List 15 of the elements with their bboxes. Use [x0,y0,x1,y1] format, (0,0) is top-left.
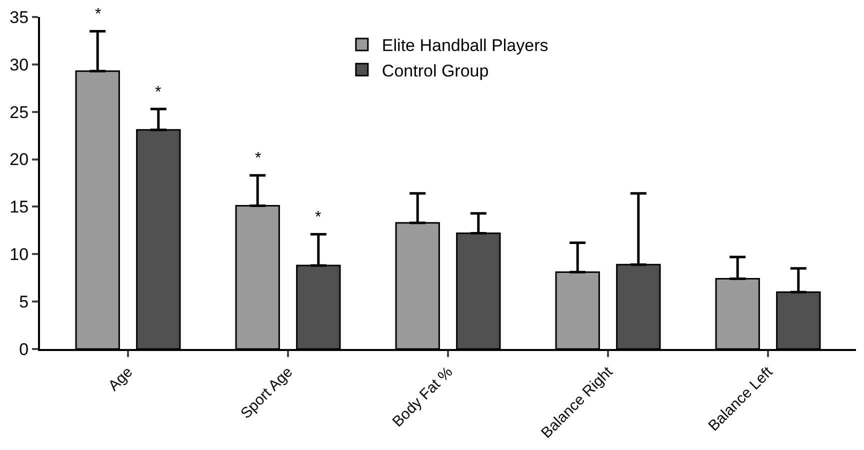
y-tick-label: 0 [19,340,29,359]
y-tick-label: 25 [10,102,29,122]
data-label: * [255,150,262,167]
y-tick-label: 15 [10,198,29,217]
data-label: * [95,6,102,23]
legend-label: Elite Handball Players [382,36,548,56]
legend-label: Control Group [382,61,489,80]
data-label: * [155,84,162,101]
x-tick-label: Age [105,364,136,395]
y-tick-label: 5 [19,292,29,312]
data-label: * [315,209,322,226]
y-tick-label: 20 [10,150,29,170]
y-tick-label: 10 [10,245,29,264]
y-tick-label: 35 [10,8,29,27]
y-tick-label: 30 [10,55,29,74]
